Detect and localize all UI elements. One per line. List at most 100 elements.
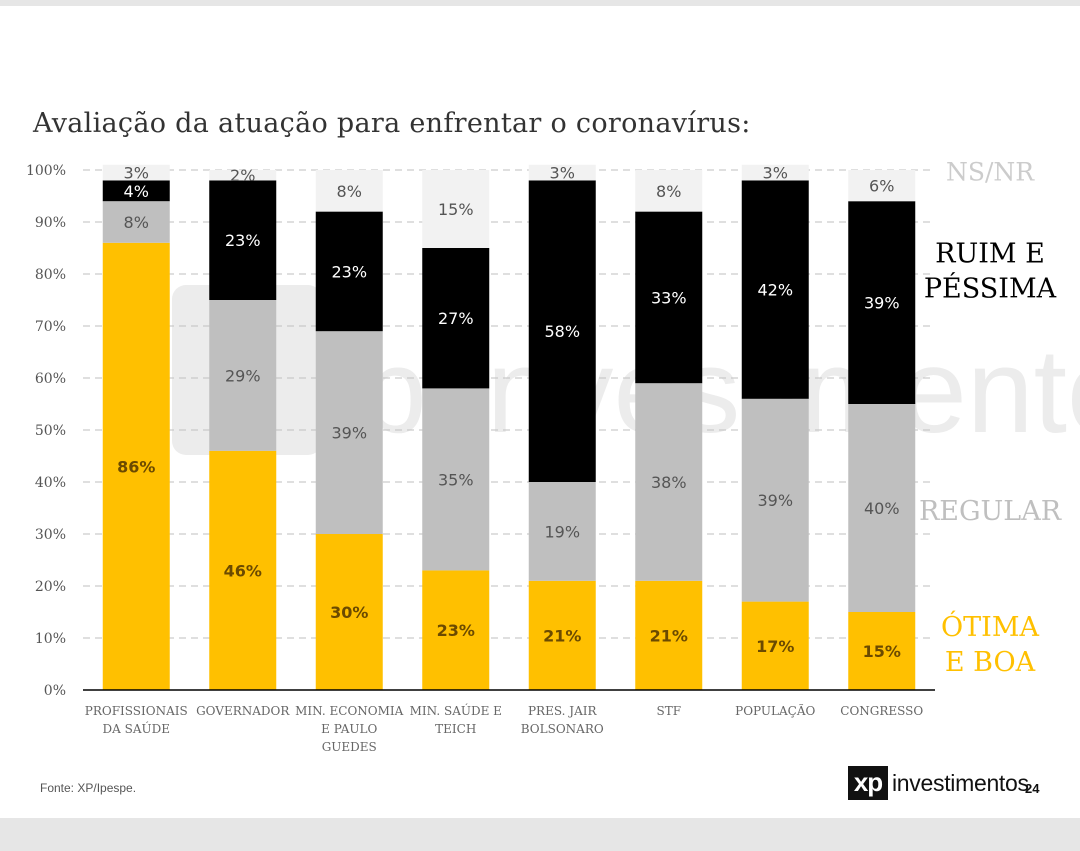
bar-segment <box>635 580 703 690</box>
page-number: 24 <box>1025 781 1040 796</box>
y-tick-label: 20% <box>35 579 66 595</box>
bar-segment <box>422 170 490 248</box>
data-label: 35% <box>438 470 474 489</box>
data-label: 21% <box>650 626 688 645</box>
bar-segment <box>741 601 809 690</box>
data-label: 6% <box>869 177 894 196</box>
x-axis-labels: PROFISSIONAIS DA SAÚDE GOVERNADOR MIN. ECON… <box>85 702 924 754</box>
y-tick-label: 30% <box>35 527 66 543</box>
x-tick-label: PRES. JAIR <box>528 704 598 718</box>
bar-segment <box>102 164 170 181</box>
x-tick-label: MIN. SAÚDE E <box>410 702 502 718</box>
bar-segment <box>315 534 383 690</box>
bar-segment <box>528 580 596 690</box>
data-label: 15% <box>438 200 474 219</box>
bar-segment <box>315 331 383 534</box>
chart-title: Avaliação da atuação para enfrentar o co… <box>33 108 751 139</box>
data-label: 29% <box>225 366 261 385</box>
bar-segment <box>422 388 490 571</box>
y-tick-label: 0% <box>44 683 66 699</box>
bar-segment <box>102 201 170 243</box>
x-tick-label: E PAULO <box>321 722 377 736</box>
legend-label: E BOA <box>945 647 1036 678</box>
data-label: 58% <box>544 322 580 341</box>
y-axis-ticks: 0% 10% 20% 30% 40% 50% 60% 70% 80% 90% 100% <box>26 163 66 699</box>
x-tick-label: MIN. ECONOMIA <box>295 704 404 718</box>
bar-segment <box>422 248 490 389</box>
data-label: 17% <box>756 637 794 656</box>
data-label: 39% <box>331 424 367 443</box>
data-label: 39% <box>864 294 900 313</box>
x-tick-label: PROFISSIONAIS <box>85 704 188 718</box>
bar-segment <box>528 164 596 181</box>
data-label: 3% <box>124 164 149 183</box>
bar-segment <box>102 180 170 202</box>
data-label: 4% <box>124 182 149 201</box>
y-tick-label: 40% <box>35 475 66 491</box>
source-note: Fonte: XP/Ipespe. <box>40 781 137 795</box>
bar-segment <box>741 180 809 399</box>
data-label: 42% <box>757 281 793 300</box>
bar-segment <box>528 482 596 581</box>
data-label: 27% <box>438 309 474 328</box>
data-label: 8% <box>124 213 149 232</box>
bar-segment <box>848 170 916 202</box>
data-label: 19% <box>544 522 580 541</box>
bars: 86%8%4%3%46%29%23%2%30%39%23%8%23%35%27%… <box>102 164 916 691</box>
y-tick-label: 90% <box>35 215 66 231</box>
data-label: 23% <box>225 231 261 250</box>
bar-segment <box>635 170 703 212</box>
bar-segment <box>315 170 383 212</box>
legend-label: ÓTIMA <box>941 609 1039 643</box>
data-label: 23% <box>331 262 367 281</box>
bar-segment <box>848 201 916 404</box>
logo-word: investimentos <box>892 770 1029 796</box>
bar-segment <box>102 242 170 691</box>
x-tick-label: GUEDES <box>322 740 377 754</box>
data-label: 8% <box>656 182 681 201</box>
data-label: 39% <box>757 491 793 510</box>
bar-segment <box>209 180 277 300</box>
logo-badge: xp <box>848 766 888 800</box>
legend-label: NS/NR <box>946 157 1035 186</box>
data-label: 33% <box>651 288 687 307</box>
x-tick-label: BOLSONARO <box>521 722 604 736</box>
legend-label: REGULAR <box>919 496 1062 527</box>
bar-segment <box>848 404 916 612</box>
watermark: xp investimentos <box>172 285 1080 458</box>
data-label: 86% <box>117 457 155 476</box>
data-label: 3% <box>550 164 575 183</box>
bar-segment <box>528 180 596 482</box>
bar-segment <box>635 211 703 384</box>
bar-segment <box>209 170 277 181</box>
data-label: 46% <box>224 561 262 580</box>
y-tick-label: 60% <box>35 371 66 387</box>
data-label: 8% <box>337 182 362 201</box>
bottom-band <box>0 818 1080 851</box>
data-label: 3% <box>763 164 788 183</box>
bar-segment <box>209 450 277 690</box>
legend-label: PÉSSIMA <box>924 272 1057 305</box>
bar-segment <box>422 570 490 690</box>
x-tick-label: STF <box>656 704 681 718</box>
legend-label: RUIM E <box>935 239 1045 270</box>
y-tick-label: 100% <box>26 163 66 179</box>
data-label: 40% <box>864 499 900 518</box>
bar-segment <box>741 398 809 602</box>
bar-segment <box>741 164 809 181</box>
data-label: 30% <box>330 603 368 622</box>
bar-segment <box>315 211 383 332</box>
bar-segment <box>635 383 703 581</box>
bar-segment <box>209 300 277 451</box>
data-label: 15% <box>863 642 901 661</box>
y-tick-label: 80% <box>35 267 66 283</box>
x-tick-label: TEICH <box>435 722 476 736</box>
data-label: 21% <box>543 626 581 645</box>
y-tick-label: 10% <box>35 631 66 647</box>
y-tick-label: 70% <box>35 319 66 335</box>
y-tick-label: 50% <box>35 423 66 439</box>
x-tick-label: POPULAÇÃO <box>735 703 815 718</box>
data-label: 38% <box>651 473 687 492</box>
